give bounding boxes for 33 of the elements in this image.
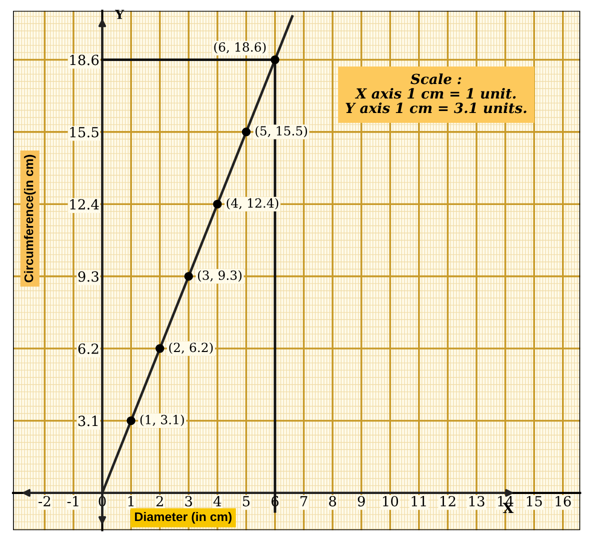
y-tick-label: 12.4 <box>70 199 99 210</box>
x-tick-label: 3 <box>185 496 192 506</box>
x-tick-label: 11 <box>412 496 426 506</box>
annotation: (4, 12.4) <box>226 198 278 210</box>
x-tick-label: 1 <box>128 496 134 506</box>
x-tick-label: 7 <box>300 496 308 506</box>
y-tick-label: 3.1 <box>78 416 98 426</box>
x-tick-label: 5 <box>242 496 250 506</box>
x-tick-label: 4 <box>213 496 222 506</box>
x-tick-label: 12 <box>440 496 456 506</box>
annotation: (5, 15.5) <box>256 126 308 138</box>
annotation: (6, 18.6) <box>214 42 266 54</box>
annotation: Y axis 1 cm = 3.1 units. <box>346 102 526 114</box>
x-tick-label: 15 <box>526 496 542 506</box>
x-axis-title: Diameter (in cm) <box>135 512 232 524</box>
y-tick-label: 9.3 <box>78 271 98 282</box>
y-tick-label: 15.5 <box>70 126 98 138</box>
x-tick-label: -2 <box>38 496 50 506</box>
annotation: (1, 3.1) <box>140 414 184 426</box>
annotation: (3, 9.3) <box>198 270 242 282</box>
x-tick-label: 9 <box>358 496 365 506</box>
x-tick-label: 8 <box>329 496 336 506</box>
x-tick-label: 16 <box>556 496 571 506</box>
x-tick-label: 2 <box>156 496 163 506</box>
y-axis-title: Circumference(in cm) <box>24 154 36 282</box>
x-tick-label: 13 <box>469 496 484 506</box>
annotation: Scale : <box>410 73 462 84</box>
annotation: (2, 6.2) <box>169 342 213 354</box>
annotation: X axis 1 cm = 1 unit. <box>354 88 516 99</box>
x-tick-label: -1 <box>67 496 78 506</box>
y-tick-label: 18.6 <box>70 54 99 66</box>
x-tick-label: 10 <box>383 496 398 506</box>
y-tick-label: 6.2 <box>78 343 98 354</box>
